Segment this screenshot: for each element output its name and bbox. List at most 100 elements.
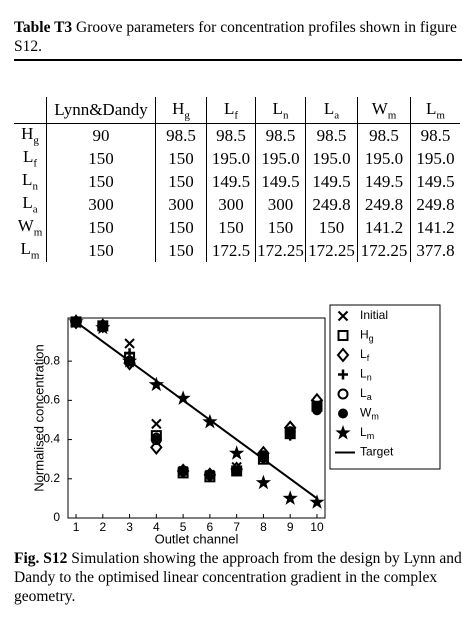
rule — [14, 59, 462, 61]
subscript: g — [184, 109, 190, 122]
table-cell: 249.8 — [305, 193, 358, 216]
legend-label: Wm — [360, 406, 379, 422]
subscript: a — [32, 203, 38, 216]
legend-label: La — [360, 386, 372, 402]
table-cell: 195.0 — [255, 147, 306, 170]
table-cell: 90 — [46, 123, 156, 147]
marker-star — [229, 445, 245, 460]
table-cell: 98.5 — [155, 123, 207, 147]
legend-label: Initial — [360, 308, 388, 322]
table-cell: 149.5 — [305, 170, 358, 193]
legend-name: L — [360, 386, 367, 400]
table-cell: 150 — [255, 216, 306, 239]
table-cell: 249.8 — [410, 193, 460, 216]
legend-name: Initial — [360, 308, 388, 322]
marker-dot — [231, 465, 242, 476]
plot-area — [67, 317, 326, 519]
marker-star — [175, 390, 191, 405]
text: L — [22, 170, 33, 190]
figure-caption: Fig. S12 Simulation showing the approach… — [14, 549, 464, 606]
marker-star — [148, 376, 164, 392]
legend-subscript: g — [369, 334, 374, 344]
table-cell: 150 — [155, 239, 207, 262]
table-cell: 195.0 — [305, 147, 358, 170]
row-header: Ln — [14, 170, 47, 193]
row-header: Hg — [14, 124, 47, 148]
x-tick-label: 6 — [207, 520, 214, 534]
table-cell: 149.5 — [410, 170, 460, 193]
table-cell: 249.8 — [357, 193, 411, 216]
table-row: Wm 150 150 150 150 150 141.2 141.2 — [14, 216, 460, 239]
table-cell: 150 — [46, 216, 156, 239]
marker-dot — [285, 428, 296, 439]
legend-name: H — [360, 328, 369, 342]
legend-label: Target — [360, 445, 394, 459]
x-tick-label: 9 — [287, 520, 294, 534]
table-cell: 141.2 — [357, 216, 411, 239]
table-cell: 149.5 — [255, 170, 306, 193]
table-cell: 172.25 — [357, 239, 411, 262]
legend-marker — [336, 347, 350, 363]
row-header: Lm — [14, 239, 47, 262]
legend-marker — [338, 408, 348, 419]
subscript: n — [282, 109, 289, 122]
marker-dot — [151, 432, 162, 443]
subscript: m — [30, 249, 40, 262]
legend-subscript: m — [371, 412, 379, 422]
text: H — [172, 98, 185, 118]
y-tick-label: 0.8 — [43, 353, 60, 367]
marker-star — [68, 313, 84, 329]
target-line — [75, 321, 318, 500]
legend-name: L — [360, 367, 367, 381]
caption-text: Simulation showing the approach from the… — [14, 550, 462, 605]
x-tick-label: 10 — [310, 520, 324, 534]
marker-star — [282, 490, 298, 505]
table-cell: 98.5 — [255, 123, 306, 147]
legend-marker — [337, 388, 349, 400]
legend-marker — [337, 310, 349, 322]
table-cell: 150 — [206, 216, 256, 239]
table-cell: 98.5 — [305, 123, 358, 147]
x-tick-label: 3 — [126, 520, 133, 534]
subscript: f — [33, 157, 38, 170]
legend-name: Target — [360, 445, 394, 459]
legend-label: Lm — [360, 425, 374, 441]
text: Lynn&Dandy — [54, 100, 148, 119]
subscript: m — [33, 226, 43, 239]
text: W — [17, 216, 34, 236]
column-header: Lm — [410, 97, 460, 124]
column-header: Hg — [155, 97, 207, 124]
legend-name: W — [360, 406, 372, 420]
marker-x — [151, 418, 162, 430]
text: H — [21, 124, 34, 144]
subscript: f — [234, 109, 239, 122]
chart: 0 0.2 0.4 0.6 0.8 1 2 3 4 5 6 7 8 9 10 Outlet channel No… — [31, 304, 441, 546]
text: W — [371, 98, 388, 118]
corner-cell — [14, 97, 47, 124]
x-tick-label: 1 — [73, 520, 80, 534]
y-axis-label: Normalised concentration — [31, 344, 46, 491]
column-header: La — [305, 97, 358, 124]
text: L — [426, 98, 437, 118]
legend-name: L — [360, 425, 367, 439]
marker-star — [309, 494, 325, 509]
legend-marker — [338, 369, 348, 380]
x-tick-label: 4 — [153, 520, 160, 534]
text: L — [22, 147, 34, 167]
table-cell: 172.25 — [305, 239, 358, 262]
y-tick-label: 0.4 — [43, 432, 60, 446]
legend-marker — [335, 425, 351, 440]
caption-label: Fig. S12 — [14, 550, 68, 567]
table-row: La 300 300 300 300 249.8 249.8 249.8 — [14, 193, 460, 216]
table-cell: 149.5 — [206, 170, 256, 193]
legend-subscript: m — [367, 431, 375, 441]
text: L — [22, 193, 33, 213]
marker-star — [255, 474, 271, 490]
table-cell: 98.5 — [206, 123, 256, 147]
x-tick-label: 2 — [99, 520, 106, 534]
table: Lynn&Dandy Hg Lf Ln La Wm Lm Hg 90 98.5 98.5 98.5 98… — [14, 97, 460, 262]
table-cell: 172.25 — [255, 239, 306, 262]
table-row: Ln 150 150 149.5 149.5 149.5 149.5 149.5 — [14, 170, 460, 193]
subscript: a — [334, 109, 340, 122]
table-cell: 195.0 — [410, 147, 460, 170]
